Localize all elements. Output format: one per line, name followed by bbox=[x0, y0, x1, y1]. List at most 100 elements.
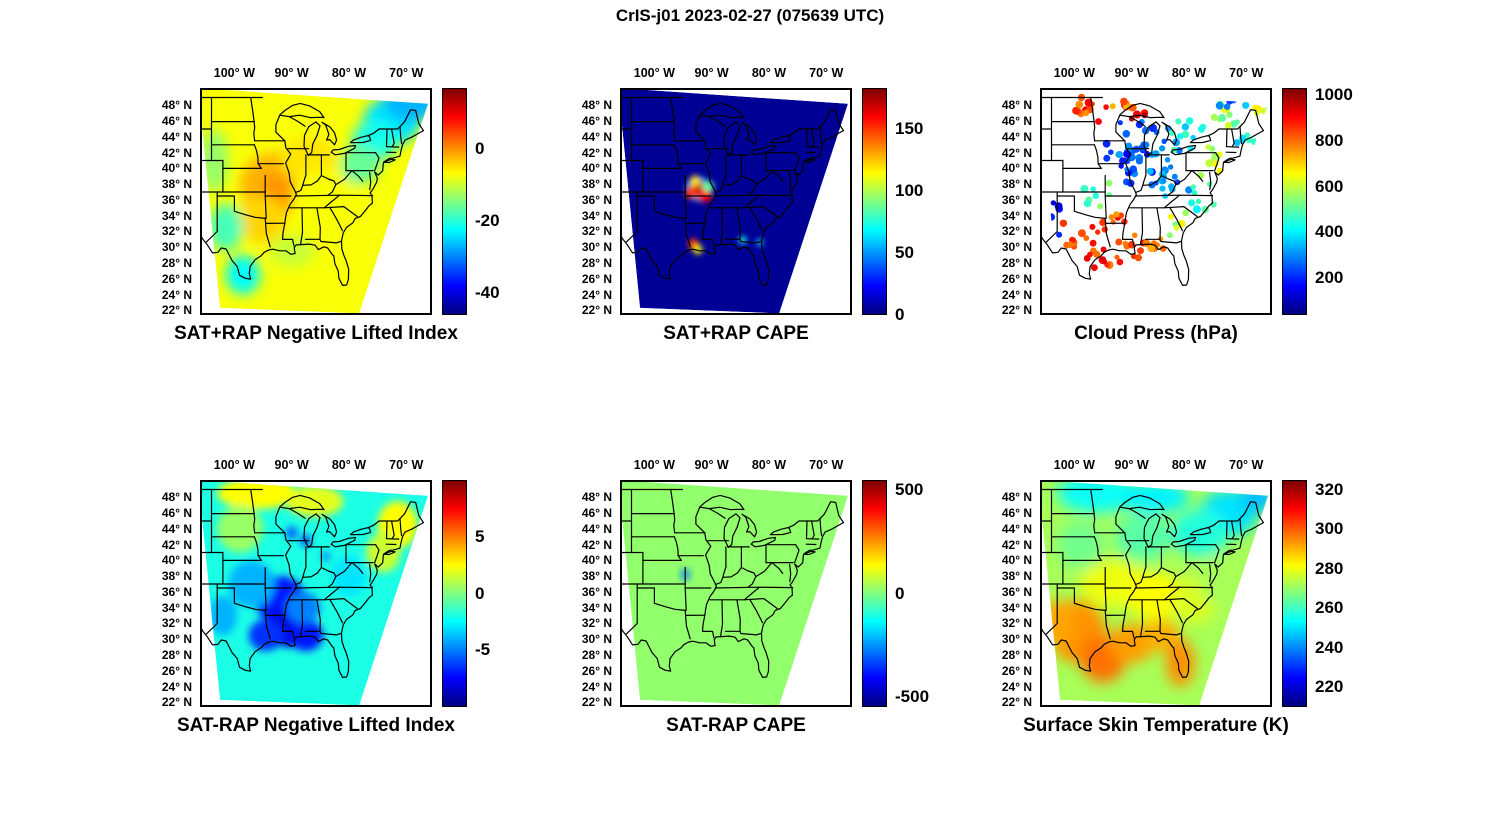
field-blob bbox=[285, 591, 321, 624]
fov-dot bbox=[1115, 238, 1123, 246]
lon-tick-label: 80° W bbox=[1171, 458, 1207, 472]
axes-box bbox=[200, 88, 432, 315]
lon-tick-label: 100° W bbox=[633, 66, 675, 80]
map-plot bbox=[620, 88, 852, 315]
fov-dot bbox=[1083, 235, 1090, 242]
lat-tick-label: 30° N bbox=[581, 632, 612, 647]
fov-dot bbox=[1198, 126, 1205, 133]
lon-tick-label: 80° W bbox=[751, 458, 787, 472]
lat-tick-label: 38° N bbox=[1001, 569, 1032, 584]
lat-tick-label: 26° N bbox=[1001, 663, 1032, 678]
fov-dot bbox=[1191, 189, 1198, 196]
fov-dot bbox=[1260, 107, 1267, 115]
panel-title: SAT-RAP CAPE bbox=[666, 715, 806, 736]
fov-dot bbox=[1059, 219, 1068, 227]
lat-tick-label: 48° N bbox=[1001, 98, 1032, 113]
lon-tick-label: 90° W bbox=[274, 458, 309, 472]
field-blob bbox=[268, 235, 315, 267]
fov-dot bbox=[1092, 192, 1099, 199]
fov-dot bbox=[1100, 246, 1107, 253]
lon-tick-label: 90° W bbox=[694, 66, 729, 80]
fov-dot bbox=[1135, 157, 1143, 165]
lat-tick-label: 42° N bbox=[1001, 145, 1032, 160]
fov-dot bbox=[1102, 139, 1111, 148]
lat-tick-label: 34° N bbox=[581, 208, 612, 223]
lat-tick-label: 36° N bbox=[581, 584, 612, 599]
lon-tick-label: 80° W bbox=[1171, 66, 1207, 80]
lat-tick-label: 34° N bbox=[1001, 600, 1032, 615]
fov-dot bbox=[1118, 163, 1124, 169]
fov-dot bbox=[1205, 159, 1214, 168]
lat-tick-label: 36° N bbox=[161, 584, 192, 599]
panel-cloud-press: Cloud Press (hPa) 100° W 90° W 80° W 70° W 4… bbox=[970, 62, 1402, 392]
panel-sat-plus-rap-lifted-index: SAT+RAP Negative Lifted Index 100° W 90° … bbox=[130, 62, 562, 392]
field-blob bbox=[1171, 509, 1229, 557]
lon-tick-label: 80° W bbox=[751, 66, 787, 80]
lat-tick-label: 34° N bbox=[1001, 208, 1032, 223]
field-blob bbox=[248, 619, 284, 652]
state-boundaries bbox=[200, 488, 424, 678]
fov-dot bbox=[1218, 114, 1227, 122]
lat-tick-label: 46° N bbox=[161, 506, 192, 521]
field-blob bbox=[1197, 556, 1238, 604]
fov-dot bbox=[1089, 223, 1096, 230]
fov-dot bbox=[1148, 124, 1157, 132]
panel-title: Cloud Press (hPa) bbox=[1074, 323, 1238, 344]
fov-dot bbox=[1082, 109, 1090, 117]
colorbar-tick-label: 5 bbox=[475, 526, 485, 546]
fov-dot bbox=[1116, 258, 1124, 266]
fov-dot bbox=[1173, 224, 1180, 231]
lat-tick-label: 38° N bbox=[161, 569, 192, 584]
field-blob bbox=[1114, 513, 1172, 561]
state-boundaries bbox=[1040, 96, 1264, 286]
smooth-field bbox=[685, 175, 764, 255]
map-plot bbox=[1040, 88, 1272, 315]
lat-tick-label: 22° N bbox=[1001, 695, 1032, 710]
lat-tick-label: 46° N bbox=[1001, 506, 1032, 521]
lat-tick-label: 48° N bbox=[581, 490, 612, 505]
field-blob bbox=[288, 619, 324, 652]
fov-dot bbox=[1075, 100, 1084, 109]
lat-tick-label: 30° N bbox=[1001, 632, 1032, 647]
lat-tick-label: 32° N bbox=[161, 616, 192, 631]
field-blob bbox=[208, 203, 243, 252]
lon-tick-label: 90° W bbox=[694, 458, 729, 472]
colorbar-tick-label: -40 bbox=[475, 283, 500, 303]
fov-dot bbox=[1095, 118, 1102, 125]
fov-dot bbox=[1095, 229, 1101, 235]
lat-tick-label: 36° N bbox=[581, 192, 612, 207]
fov-dot bbox=[1135, 121, 1143, 129]
lat-tick-label: 26° N bbox=[581, 271, 612, 286]
lon-tick-label: 100° W bbox=[213, 66, 255, 80]
fov-dot bbox=[1164, 157, 1171, 163]
lon-tick-label: 70° W bbox=[389, 66, 424, 80]
fov-dot bbox=[1097, 203, 1104, 210]
fov-dot bbox=[1050, 200, 1057, 206]
fov-dot bbox=[1166, 232, 1173, 239]
figure-title: CrIS-j01 2023-02-27 (075639 UTC) bbox=[615, 6, 885, 25]
map-plot bbox=[1040, 480, 1272, 707]
fov-dot bbox=[1069, 236, 1076, 244]
panel-surface-skin-temperature: Surface Skin Temperature (K) 100° W 90° W… bbox=[970, 454, 1402, 784]
data-layer bbox=[200, 480, 428, 706]
lat-tick-label: 26° N bbox=[161, 271, 192, 286]
lat-tick-label: 48° N bbox=[161, 490, 192, 505]
fov-dot bbox=[1133, 110, 1141, 119]
lat-tick-label: 24° N bbox=[581, 287, 612, 302]
fov-dot bbox=[1120, 97, 1128, 106]
fov-dot bbox=[1182, 209, 1190, 217]
field-blob bbox=[1057, 521, 1103, 569]
lon-tick-label: 100° W bbox=[1053, 458, 1095, 472]
smooth-field bbox=[1040, 480, 1268, 687]
lat-tick-label: 40° N bbox=[161, 161, 192, 176]
lat-tick-label: 24° N bbox=[1001, 287, 1032, 302]
colorbar-tick-label: 1000 bbox=[1315, 84, 1353, 104]
colorbar-tick-label: 150 bbox=[895, 118, 924, 138]
fov-dot bbox=[1080, 185, 1089, 193]
fov-dot bbox=[1131, 232, 1138, 239]
lat-tick-label: 24° N bbox=[581, 679, 612, 694]
fov-dot bbox=[1211, 152, 1220, 160]
lat-tick-label: 40° N bbox=[161, 553, 192, 568]
